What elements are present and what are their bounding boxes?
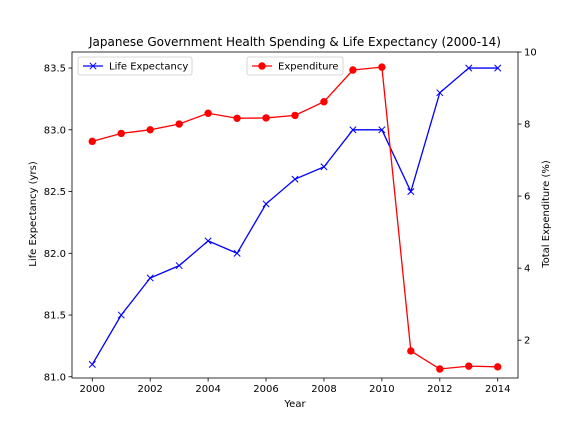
ticks-layer: 2000 2002 2004 2006 2008 2010 2012 2014 81.0 81.5…	[44, 48, 537, 396]
data-point	[233, 249, 241, 257]
data-point	[465, 64, 473, 72]
data-point	[378, 63, 386, 71]
y-right-tick-label: 4	[524, 264, 530, 275]
data-point	[494, 64, 502, 72]
series-layer	[88, 63, 502, 373]
x-tick-label: 2004	[195, 384, 220, 395]
y-left-tick-label: 83.5	[44, 64, 66, 75]
data-point	[320, 163, 328, 171]
legend-layer: Life Expectancy Expenditure	[77, 56, 344, 76]
data-point	[175, 262, 183, 270]
data-point	[88, 137, 96, 146]
legend-expenditure: Expenditure	[246, 56, 344, 76]
marker-stroke	[233, 249, 241, 257]
y-left-tick-label: 82.0	[44, 249, 66, 260]
data-point	[262, 200, 270, 208]
data-point	[88, 360, 96, 368]
y-right-tick-label: 2	[524, 336, 530, 347]
legend-marker	[258, 62, 266, 70]
y-left-tick-label: 82.5	[44, 187, 66, 198]
x-tick-label: 2014	[485, 384, 510, 395]
marker-stroke	[146, 274, 154, 282]
data-point	[349, 66, 357, 74]
y-left-tick-label: 83.0	[44, 125, 66, 136]
plot-frame	[71, 51, 519, 379]
x-tick-label: 2012	[427, 384, 452, 395]
data-point	[378, 126, 386, 134]
marker-stroke	[88, 360, 96, 368]
series-expenditure	[88, 63, 502, 373]
data-point	[494, 363, 502, 371]
marker-stroke	[204, 237, 212, 245]
legend-label: Expenditure	[278, 62, 339, 73]
marker-stroke	[407, 187, 415, 196]
data-point	[262, 114, 270, 122]
marker-stroke	[117, 311, 125, 319]
marker-stroke	[465, 64, 473, 72]
data-point	[117, 311, 125, 319]
y-axis-left-label: Life Expectancy (yrs)	[28, 161, 39, 267]
x-tick-label: 2002	[137, 384, 162, 395]
x-tick-label: 2000	[80, 384, 105, 395]
x-tick-label: 2006	[253, 384, 278, 395]
data-point	[465, 362, 473, 370]
marker-stroke	[320, 163, 328, 171]
y-axis-right-label: Total Expenditure (%)	[541, 160, 552, 269]
data-point	[204, 237, 212, 245]
y-right-tick-label: 6	[524, 192, 530, 203]
legend-box	[246, 56, 344, 76]
data-point	[320, 98, 328, 106]
series-life-expectancy	[88, 64, 502, 368]
marker-stroke	[175, 262, 183, 270]
data-point	[407, 187, 415, 196]
data-point	[407, 347, 415, 355]
data-point	[146, 274, 154, 282]
x-axis-label: Year	[283, 399, 306, 410]
data-point	[291, 175, 299, 183]
data-point	[204, 109, 212, 117]
legend-label: Life Expectancy	[109, 62, 188, 73]
chart-title: Japanese Government Health Spending & Li…	[88, 35, 501, 49]
x-tick-label: 2010	[369, 384, 394, 395]
axes-layer	[71, 51, 519, 379]
y-left-tick-label: 81.0	[44, 372, 66, 383]
marker-stroke	[89, 62, 97, 70]
legend-marker	[89, 62, 97, 70]
data-point	[291, 111, 299, 120]
data-point	[175, 120, 183, 128]
legend-box	[77, 56, 193, 76]
marker-stroke	[291, 175, 299, 183]
data-point	[436, 365, 444, 373]
legend-life-expectancy: Life Expectancy	[77, 56, 193, 76]
data-point	[349, 126, 357, 134]
y-left-tick-label: 81.5	[44, 311, 66, 322]
marker-stroke	[494, 64, 502, 72]
marker-stroke	[349, 126, 357, 134]
y-right-tick-label: 10	[524, 48, 537, 59]
y-right-tick-label: 8	[524, 120, 530, 131]
data-point	[436, 89, 444, 97]
data-point	[117, 129, 125, 138]
marker-stroke	[378, 126, 386, 134]
x-tick-label: 2008	[311, 384, 336, 395]
data-point	[233, 114, 241, 122]
marker-stroke	[436, 89, 444, 97]
marker-stroke	[262, 200, 270, 208]
data-point	[146, 126, 154, 134]
